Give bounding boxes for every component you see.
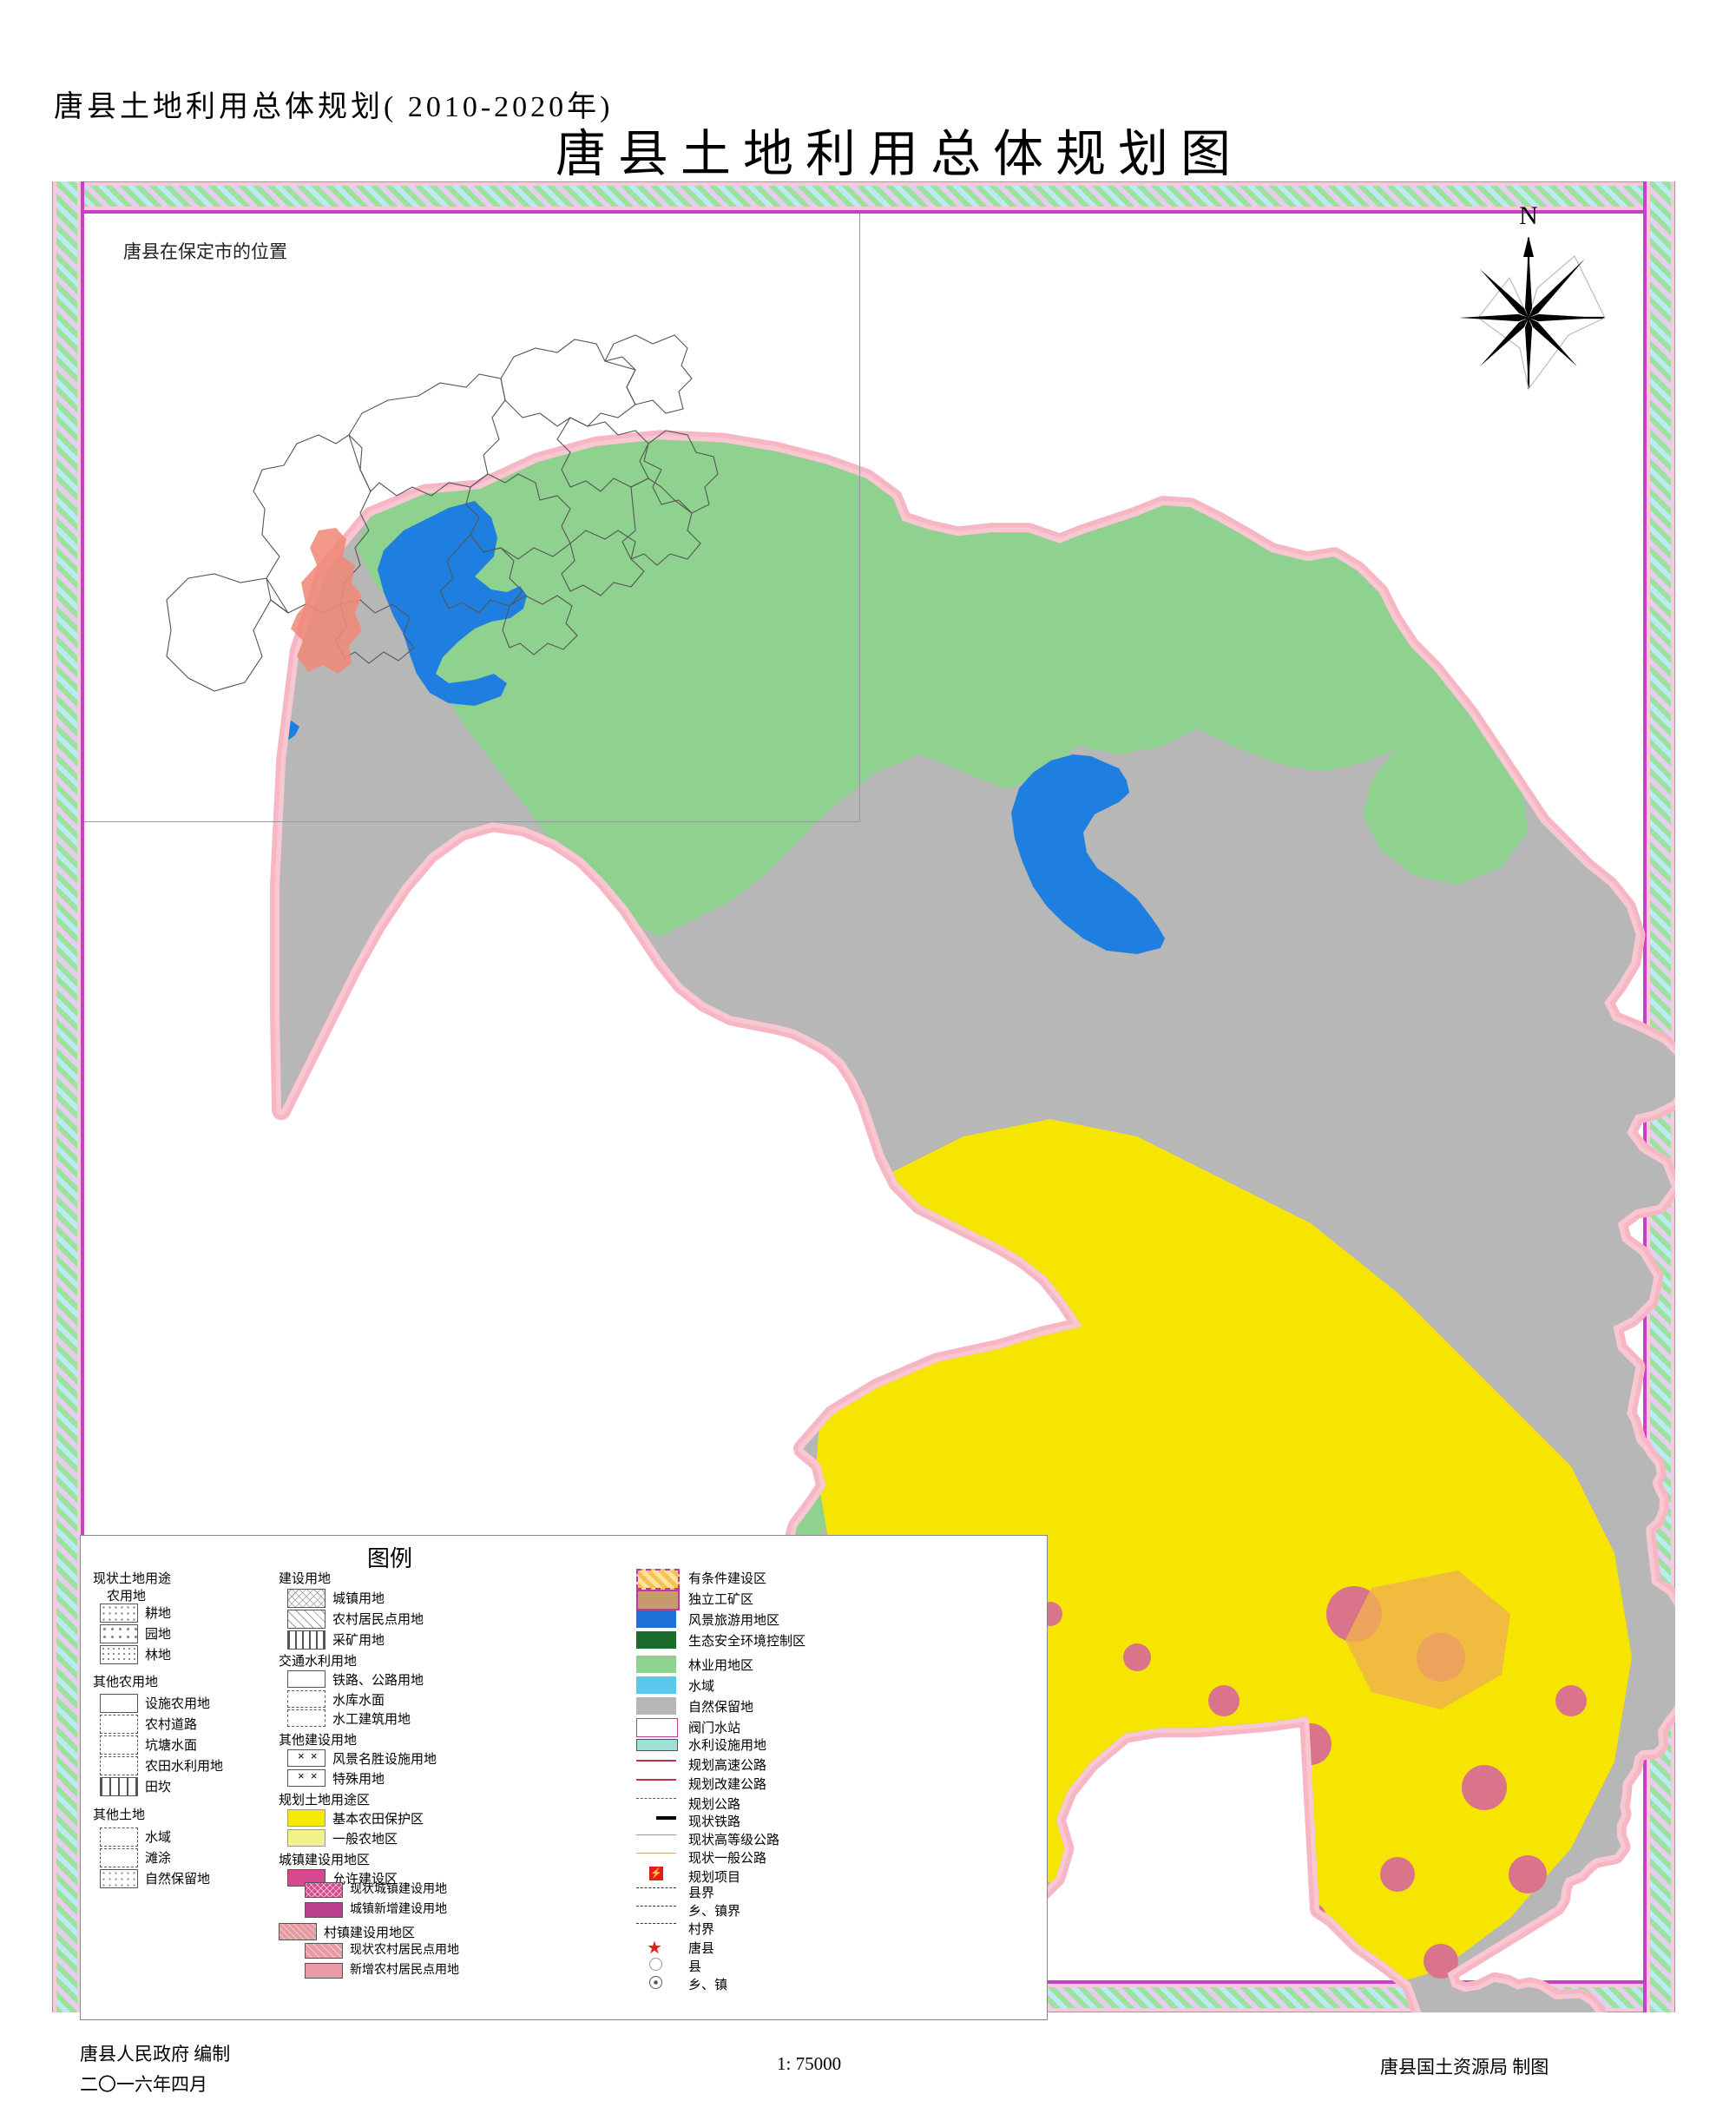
svg-text:N: N [1519, 201, 1538, 230]
